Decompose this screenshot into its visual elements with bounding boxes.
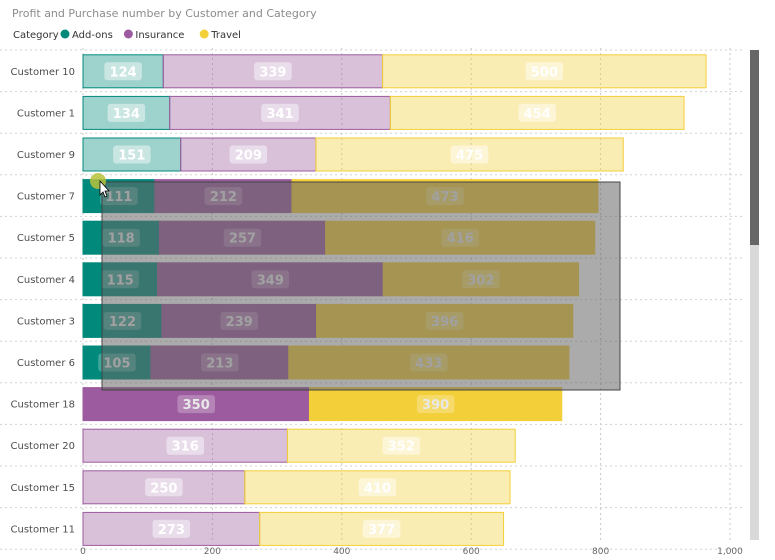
bar-customer-1-add-ons[interactable] xyxy=(82,95,171,130)
data-label-bg xyxy=(382,436,421,455)
x-tick-label: 800 xyxy=(592,547,609,557)
data-label: 390 xyxy=(422,398,449,413)
data-label-bg xyxy=(145,478,183,497)
mouse-cursor-icon xyxy=(99,179,110,198)
legend-marker-travel[interactable] xyxy=(199,29,209,39)
category-label[interactable]: Customer 5 xyxy=(17,233,75,244)
data-label-bg xyxy=(166,436,204,455)
data-label-bg xyxy=(525,62,564,81)
data-label: 316 xyxy=(172,440,199,455)
data-label: 151 xyxy=(118,149,145,164)
data-label: 475 xyxy=(456,149,483,164)
data-label: 454 xyxy=(524,107,551,122)
category-label[interactable]: Customer 15 xyxy=(11,483,75,494)
category-label[interactable]: Customer 18 xyxy=(11,400,75,411)
legend-marker-add-ons[interactable] xyxy=(60,29,70,39)
data-label: 273 xyxy=(158,523,185,538)
bar-customer-1-insurance[interactable] xyxy=(169,95,391,130)
data-label: 352 xyxy=(388,440,415,455)
data-label-bg xyxy=(254,62,292,81)
data-label-bg xyxy=(362,519,401,538)
bar-customer-15-travel[interactable] xyxy=(244,470,511,505)
legend-label-travel[interactable]: Travel xyxy=(210,30,241,41)
scrollbar-thumb[interactable] xyxy=(750,50,759,245)
data-label-bg xyxy=(518,103,556,122)
data-label: 124 xyxy=(110,65,137,80)
data-label: 377 xyxy=(368,523,395,538)
data-label-bg xyxy=(177,395,215,414)
legend-title: Category xyxy=(13,30,59,41)
chart-title: Profit and Purchase number by Customer a… xyxy=(12,7,317,20)
selection-rectangle[interactable] xyxy=(101,181,621,391)
data-label: 339 xyxy=(259,65,286,80)
x-tick-label: 400 xyxy=(333,547,350,557)
data-label-bg xyxy=(358,478,397,497)
data-label-bg xyxy=(107,103,146,122)
x-tick-label: 1,000 xyxy=(717,547,743,557)
bar-customer-18-insurance[interactable] xyxy=(82,387,310,422)
category-label[interactable]: Customer 20 xyxy=(11,441,75,452)
legend: Category Add-ons Insurance Travel xyxy=(13,29,241,41)
data-label: 250 xyxy=(150,481,177,496)
bar-customer-1-travel[interactable] xyxy=(389,95,685,130)
bar-customer-20-travel[interactable] xyxy=(286,428,516,463)
data-label: 500 xyxy=(531,65,558,80)
legend-label-insurance[interactable]: Insurance xyxy=(135,30,184,41)
data-label: 350 xyxy=(183,398,210,413)
category-label[interactable]: Customer 6 xyxy=(17,358,75,369)
category-label[interactable]: Customer 9 xyxy=(17,150,75,161)
data-label-bg xyxy=(229,145,268,164)
bar-customer-9-add-ons[interactable] xyxy=(82,137,182,172)
bar-customer-10-travel[interactable] xyxy=(382,54,707,89)
scrollbar-track[interactable] xyxy=(750,50,759,540)
data-label: 134 xyxy=(113,107,140,122)
data-label: 341 xyxy=(266,107,293,122)
category-label[interactable]: Customer 11 xyxy=(11,524,75,535)
category-labels: Customer 10 Customer 1 Customer 9 Customer … xyxy=(11,67,75,536)
bar-customer-11-travel[interactable] xyxy=(259,511,505,546)
bar-customer-11-insurance[interactable] xyxy=(82,511,261,546)
category-label[interactable]: Customer 10 xyxy=(11,67,75,78)
data-label-bg xyxy=(152,519,191,538)
data-label-bg xyxy=(261,103,299,122)
x-tick-label: 200 xyxy=(204,547,221,557)
bar-customer-9-travel[interactable] xyxy=(315,137,624,172)
bar-customer-9-insurance[interactable] xyxy=(180,137,317,172)
category-label[interactable]: Customer 3 xyxy=(17,316,75,327)
bar-customer-18-travel[interactable] xyxy=(308,387,563,422)
data-label-bg xyxy=(113,145,151,164)
data-label-bg xyxy=(416,395,455,414)
data-label-bg xyxy=(104,62,142,81)
legend-marker-insurance[interactable] xyxy=(123,29,133,39)
category-label[interactable]: Customer 7 xyxy=(17,192,75,203)
x-tick-label: 600 xyxy=(463,547,480,557)
data-label: 410 xyxy=(364,481,391,496)
category-label[interactable]: Customer 4 xyxy=(17,275,75,286)
x-tick-label: 0 xyxy=(80,547,86,557)
legend-label-add-ons[interactable]: Add-ons xyxy=(72,30,113,41)
data-label-bg xyxy=(450,145,489,164)
x-axis: 0 200 400 600 800 1,000 xyxy=(80,547,743,557)
category-label[interactable]: Customer 1 xyxy=(17,108,75,119)
data-label: 209 xyxy=(235,149,262,164)
